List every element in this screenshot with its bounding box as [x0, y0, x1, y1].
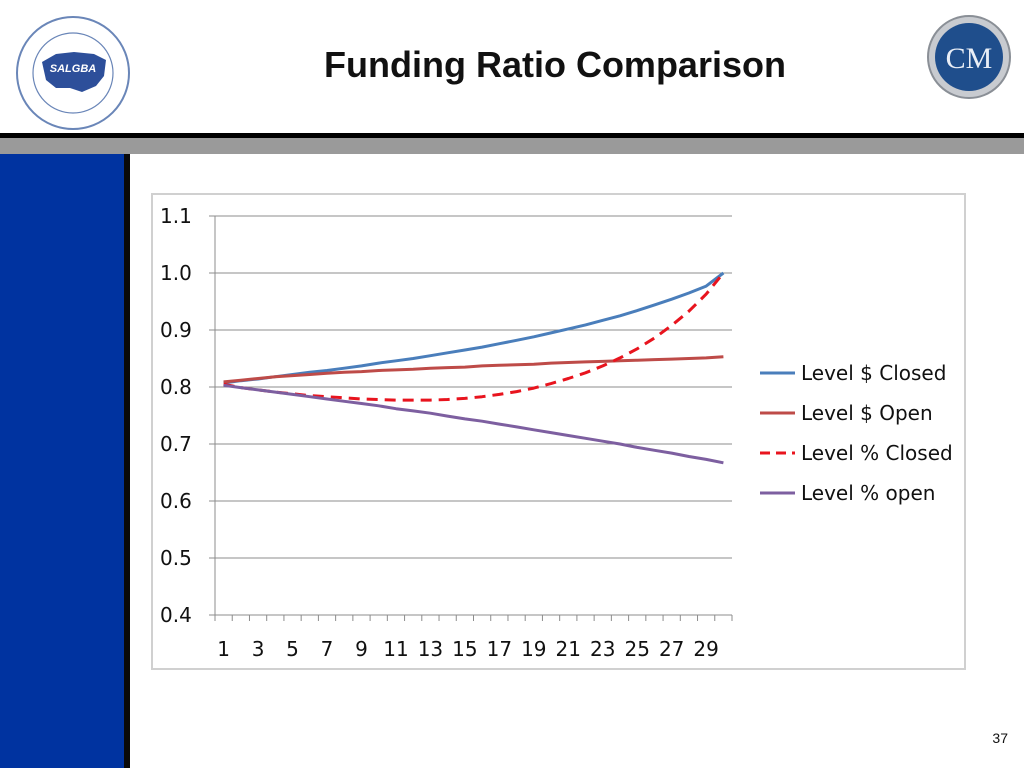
series-line-1	[223, 271, 725, 385]
legend-label-3: Level % Closed	[801, 441, 953, 465]
legend-label-1: Level $ Closed	[801, 361, 946, 385]
y-tick-label: 1.1	[160, 204, 192, 228]
cm-logo-text: CM	[946, 42, 993, 75]
header-rule	[0, 133, 1024, 138]
left-sidebar	[0, 154, 124, 768]
chart-tick-labels: 1.11.00.90.80.70.60.50.41 3 5 7 9 11 13 15 17 19 2…	[160, 204, 719, 661]
y-tick-label: 0.9	[160, 318, 192, 342]
series-line-4	[223, 383, 724, 465]
y-tick-label: 0.6	[160, 489, 192, 513]
y-tick-label: 0.5	[160, 546, 192, 570]
salgba-logo-text: SALGBA	[50, 63, 97, 75]
y-tick-label: 0.7	[160, 432, 192, 456]
x-tick-label: 1	[217, 637, 230, 661]
cm-logo: CM	[927, 15, 1011, 99]
x-tick-label: 17	[487, 637, 512, 661]
chart-legend: Level $ Closed Level $ Open Level % Closed…	[760, 361, 953, 505]
x-tick-label: 15	[452, 637, 477, 661]
x-tick-label: 21	[556, 637, 581, 661]
x-tick-label: 5	[286, 637, 299, 661]
x-tick-label: 19	[521, 637, 546, 661]
x-tick-label: 11	[383, 637, 408, 661]
x-tick-label: 13	[418, 637, 443, 661]
series-line-3	[223, 272, 725, 402]
series-line-2	[223, 355, 724, 384]
x-tick-label: 7	[321, 637, 334, 661]
page-number: 37	[992, 730, 1008, 746]
y-tick-label: 0.8	[160, 375, 192, 399]
x-tick-label: 25	[624, 637, 649, 661]
x-tick-label: 9	[355, 637, 368, 661]
chart-axes	[214, 216, 733, 621]
header-band	[0, 138, 1024, 154]
x-tick-label: 29	[693, 637, 718, 661]
x-tick-label: 3	[252, 637, 265, 661]
sidebar-edge	[124, 154, 130, 768]
y-tick-label: 0.4	[160, 603, 192, 627]
legend-label-2: Level $ Open	[801, 401, 933, 425]
legend-label-4: Level % open	[801, 481, 935, 505]
chart-gridlines	[209, 215, 732, 616]
x-tick-label: 23	[590, 637, 615, 661]
chart-series	[223, 271, 725, 465]
slide-title: Funding Ratio Comparison	[324, 44, 786, 85]
x-tick-label: 27	[659, 637, 684, 661]
salgba-logo: SALGBA	[16, 16, 130, 130]
y-tick-label: 1.0	[160, 261, 192, 285]
